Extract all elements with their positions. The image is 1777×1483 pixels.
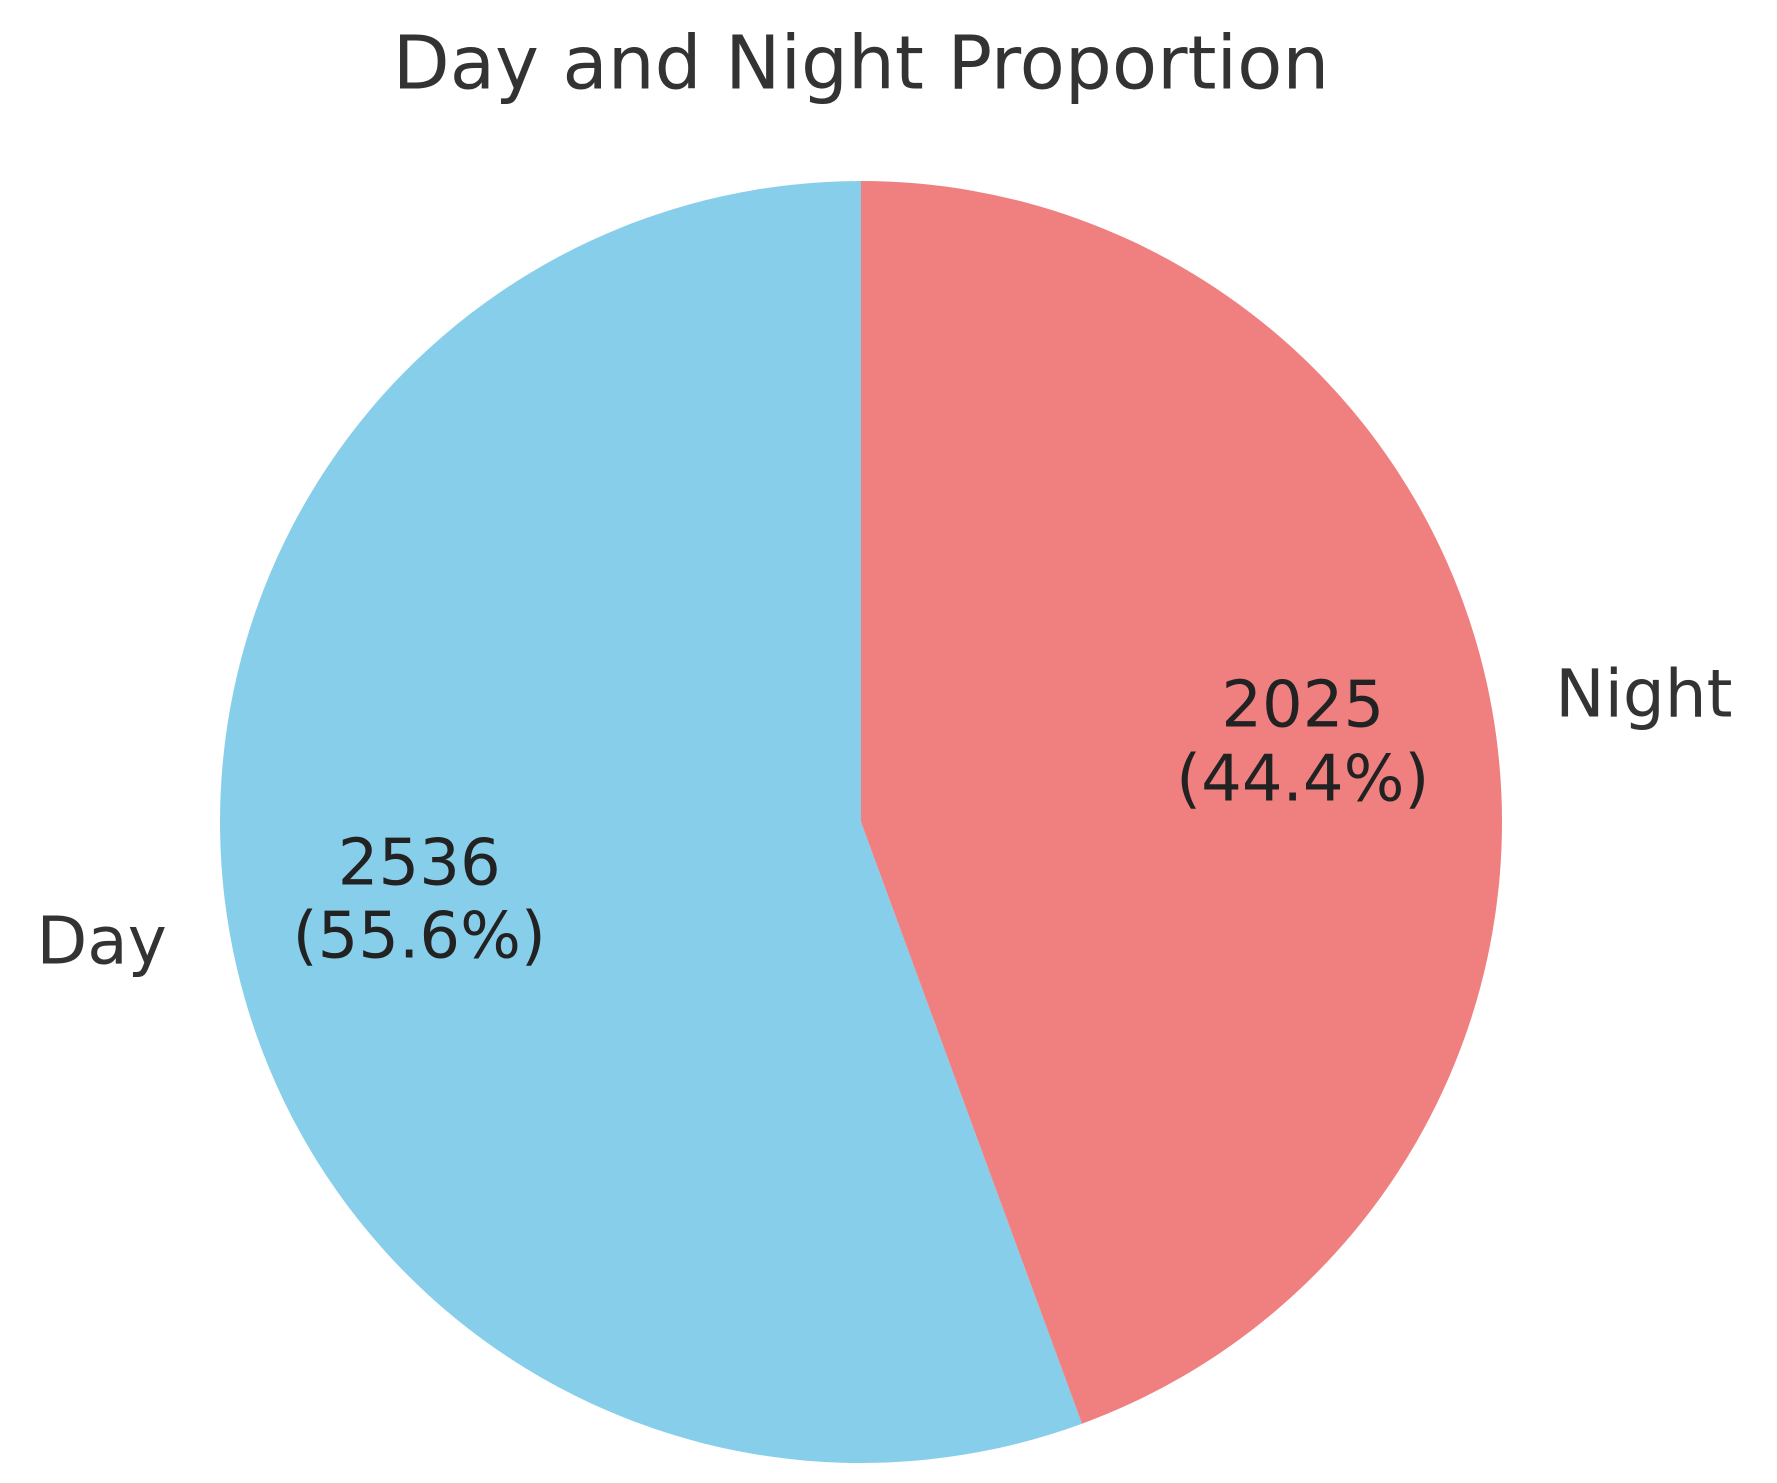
pie-slice xyxy=(861,181,1503,1424)
slice-label: Night xyxy=(1555,656,1732,733)
value-label: 2025 (44.4%) xyxy=(1176,668,1430,817)
chart-title: Day and Night Proportion xyxy=(393,21,1330,107)
value-label: 2536 (55.6%) xyxy=(292,825,546,974)
pie-slice xyxy=(220,181,1082,1464)
slice-label: Day xyxy=(36,903,166,980)
